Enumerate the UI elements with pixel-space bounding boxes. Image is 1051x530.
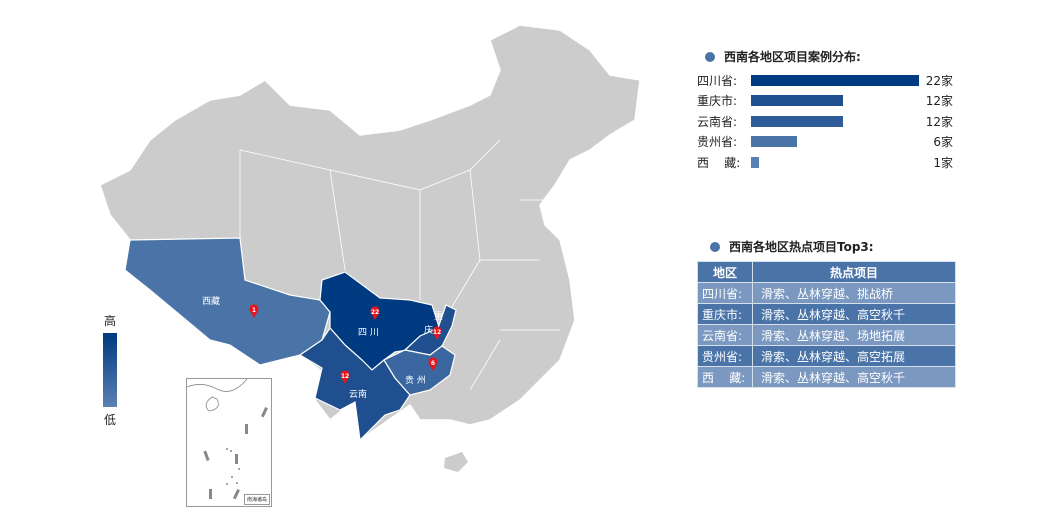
distribution-title: 西南各地区项目案例分布: (705, 48, 861, 65)
hot-title-text: 西南各地区热点项目Top3: (729, 240, 874, 254)
bar-track (751, 74, 919, 86)
legend-low: 低 (103, 413, 116, 427)
cell-projects: 滑索、丛林穿越、挑战桥 (752, 282, 956, 304)
bar-label: 西 藏: (697, 155, 741, 170)
inset-label: 南海诸岛 (243, 494, 270, 505)
hot-projects-table: 地区 热点项目 四川省: 滑索、丛林穿越、挑战桥 重庆市: 滑索、丛林穿越、高空秋千云… (697, 261, 956, 388)
bar-track (751, 95, 919, 107)
bar-value: 6家 (933, 135, 953, 150)
bar-fill (751, 136, 797, 148)
bar-fill (751, 156, 759, 168)
cell-region: 西 藏: (697, 366, 753, 388)
header-projects: 热点项目 (752, 261, 956, 283)
bar-track (751, 115, 919, 127)
table-row: 贵州省: 滑索、丛林穿越、高空拓展 (697, 345, 956, 367)
bar-label: 贵州省: (697, 135, 738, 150)
marker-value: 12 (341, 373, 349, 380)
bar-label: 重庆市: (697, 94, 738, 109)
bar-row: 云南省: 12家 (697, 111, 953, 132)
bullet-icon (705, 51, 715, 62)
header-region: 地区 (697, 261, 753, 283)
pin-icon (432, 326, 442, 340)
bar-track (751, 156, 919, 168)
south-china-sea-inset: 南海诸岛 (186, 378, 272, 507)
marker-value: 1 (252, 307, 256, 314)
bar-track (751, 136, 919, 148)
bar-row: 西 藏: 1家 (697, 152, 953, 173)
label-chongqing-2: 庆 (424, 324, 433, 336)
label-tibet: 西藏 (202, 295, 220, 307)
map-marker[interactable]: 12 (340, 370, 350, 384)
province-borders (239, 139, 560, 391)
bullet-icon (710, 241, 720, 252)
table-row: 四川省: 滑索、丛林穿越、挑战桥 (697, 282, 956, 304)
cell-region: 贵州省: (697, 345, 753, 367)
region-yunnan[interactable] (298, 327, 411, 442)
bar-value: 12家 (925, 94, 953, 109)
cell-region: 四川省: (697, 282, 753, 304)
map-marker[interactable]: 1 (249, 304, 259, 318)
map-marker[interactable]: 12 (432, 326, 442, 340)
cell-projects: 滑索、丛林穿越、高空拓展 (752, 345, 956, 367)
color-legend: 高 低 (98, 312, 122, 428)
bar-value: 12家 (925, 114, 953, 129)
map-marker[interactable]: 6 (428, 357, 438, 371)
marker-value: 12 (433, 329, 441, 336)
cell-region: 重庆市: (697, 303, 753, 325)
pin-icon (249, 304, 259, 318)
cell-projects: 滑索、丛林穿越、高空秋千 (752, 366, 956, 388)
marker-value: 22 (371, 309, 379, 316)
hainan-island (444, 452, 468, 472)
bar-fill (751, 115, 843, 127)
bar-fill (751, 95, 843, 107)
table-row: 重庆市: 滑索、丛林穿越、高空秋千 (697, 303, 956, 325)
bar-row: 贵州省: 6家 (697, 132, 953, 153)
pin-icon (428, 357, 438, 371)
table-row: 西 藏: 滑索、丛林穿越、高空秋千 (697, 366, 956, 388)
pin-icon (340, 370, 350, 384)
inset-map (186, 378, 268, 500)
label-chongqing-1: 重 (434, 310, 443, 322)
bar-row: 重庆市: 12家 (697, 91, 953, 112)
label-sichuan: 四 川 (358, 328, 379, 338)
pin-icon (370, 306, 380, 320)
distribution-title-text: 西南各地区项目案例分布: (724, 50, 861, 64)
bar-label: 四川省: (697, 73, 738, 88)
map-marker[interactable]: 22 (370, 306, 380, 320)
bar-label: 云南省: (697, 114, 738, 129)
marker-value: 6 (431, 360, 435, 367)
cell-projects: 滑索、丛林穿越、高空秋千 (752, 303, 956, 325)
bar-value: 22家 (925, 73, 953, 88)
distribution-bar-list: 四川省: 22家 重庆市: 12家 云南省: 12家 贵州省: 6家西 藏: 1家 (697, 70, 953, 173)
bar-value: 1家 (933, 155, 953, 170)
legend-high: 高 (103, 314, 116, 328)
table-row: 云南省: 滑索、丛林穿越、场地拓展 (697, 324, 956, 346)
bar-fill (751, 74, 919, 86)
cell-region: 云南省: (697, 324, 753, 346)
label-guizhou: 贵 州 (405, 374, 426, 386)
hot-title: 西南各地区热点项目Top3: (710, 238, 874, 255)
cell-projects: 滑索、丛林穿越、场地拓展 (752, 324, 956, 346)
region-guizhou[interactable] (383, 345, 456, 396)
legend-gradient (103, 333, 117, 407)
bar-row: 四川省: 22家 (697, 70, 953, 91)
label-yunnan: 云南 (349, 388, 367, 400)
